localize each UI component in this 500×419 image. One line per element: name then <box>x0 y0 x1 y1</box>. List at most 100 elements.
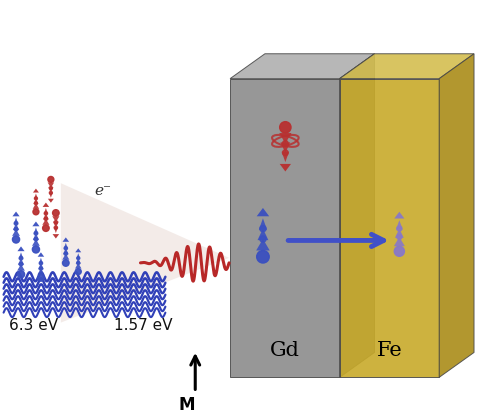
Polygon shape <box>38 252 44 257</box>
Polygon shape <box>38 269 44 274</box>
Circle shape <box>42 225 49 231</box>
Polygon shape <box>230 54 374 79</box>
Polygon shape <box>76 253 80 259</box>
Polygon shape <box>63 248 68 254</box>
Circle shape <box>34 232 37 235</box>
Circle shape <box>19 262 23 266</box>
Polygon shape <box>279 133 291 143</box>
Polygon shape <box>34 194 38 199</box>
Polygon shape <box>340 54 474 79</box>
Polygon shape <box>396 220 402 230</box>
Polygon shape <box>394 212 404 219</box>
Polygon shape <box>49 192 53 198</box>
Polygon shape <box>340 54 374 378</box>
Polygon shape <box>18 258 24 265</box>
Polygon shape <box>12 229 20 236</box>
Polygon shape <box>62 253 70 260</box>
Circle shape <box>54 221 58 224</box>
Text: Gd: Gd <box>270 341 300 360</box>
Polygon shape <box>282 152 289 162</box>
Circle shape <box>52 210 59 216</box>
Polygon shape <box>18 246 24 251</box>
Polygon shape <box>258 229 268 240</box>
Polygon shape <box>76 248 81 252</box>
Polygon shape <box>33 233 39 240</box>
Polygon shape <box>38 263 44 269</box>
Polygon shape <box>61 183 229 323</box>
Circle shape <box>54 226 58 229</box>
Circle shape <box>50 191 52 194</box>
Circle shape <box>76 269 81 274</box>
Polygon shape <box>53 222 59 228</box>
Circle shape <box>34 197 37 200</box>
Polygon shape <box>76 258 81 264</box>
Polygon shape <box>280 142 290 153</box>
Polygon shape <box>33 189 39 193</box>
Polygon shape <box>75 263 82 269</box>
Circle shape <box>18 271 24 278</box>
Polygon shape <box>32 239 40 246</box>
Circle shape <box>397 234 402 239</box>
Polygon shape <box>62 238 69 242</box>
Circle shape <box>38 274 44 281</box>
Text: e⁻: e⁻ <box>94 184 112 198</box>
Circle shape <box>64 252 68 255</box>
Circle shape <box>77 261 80 264</box>
Circle shape <box>394 246 404 256</box>
Polygon shape <box>14 217 18 224</box>
Text: 6.3 eV: 6.3 eV <box>9 318 58 333</box>
Circle shape <box>397 226 402 231</box>
Polygon shape <box>44 208 48 214</box>
Polygon shape <box>48 187 54 193</box>
Polygon shape <box>52 234 59 238</box>
Circle shape <box>48 176 54 182</box>
Circle shape <box>260 236 266 242</box>
Circle shape <box>280 122 291 133</box>
Polygon shape <box>280 164 291 171</box>
Circle shape <box>40 267 42 270</box>
Circle shape <box>40 261 42 265</box>
Circle shape <box>62 260 69 266</box>
Polygon shape <box>42 202 49 207</box>
Polygon shape <box>394 237 405 246</box>
Polygon shape <box>52 216 60 222</box>
Polygon shape <box>34 199 38 204</box>
Polygon shape <box>48 199 54 203</box>
Polygon shape <box>32 222 40 226</box>
Polygon shape <box>42 219 50 225</box>
Circle shape <box>260 225 266 232</box>
Polygon shape <box>18 252 24 259</box>
Circle shape <box>34 202 37 205</box>
Polygon shape <box>256 208 269 216</box>
Circle shape <box>282 140 288 146</box>
Polygon shape <box>259 218 267 230</box>
Text: 1.57 eV: 1.57 eV <box>114 318 172 333</box>
Circle shape <box>77 257 80 260</box>
Polygon shape <box>13 223 19 230</box>
Circle shape <box>33 209 39 215</box>
Polygon shape <box>48 182 54 188</box>
Polygon shape <box>439 54 474 378</box>
Text: M: M <box>178 396 194 414</box>
Text: Fe: Fe <box>376 341 402 360</box>
Circle shape <box>14 228 18 231</box>
Circle shape <box>64 247 68 250</box>
Polygon shape <box>12 212 20 216</box>
Polygon shape <box>54 227 58 233</box>
Polygon shape <box>230 79 340 378</box>
Circle shape <box>32 246 40 253</box>
Circle shape <box>256 251 269 263</box>
Circle shape <box>44 212 48 215</box>
Circle shape <box>14 222 18 225</box>
Circle shape <box>50 186 52 189</box>
Polygon shape <box>43 213 49 220</box>
Polygon shape <box>395 228 404 238</box>
Circle shape <box>44 217 48 220</box>
Polygon shape <box>17 264 25 271</box>
Polygon shape <box>34 228 38 234</box>
Circle shape <box>34 238 37 241</box>
Polygon shape <box>39 258 43 264</box>
Polygon shape <box>64 243 68 249</box>
Polygon shape <box>256 239 270 251</box>
Circle shape <box>12 236 20 243</box>
